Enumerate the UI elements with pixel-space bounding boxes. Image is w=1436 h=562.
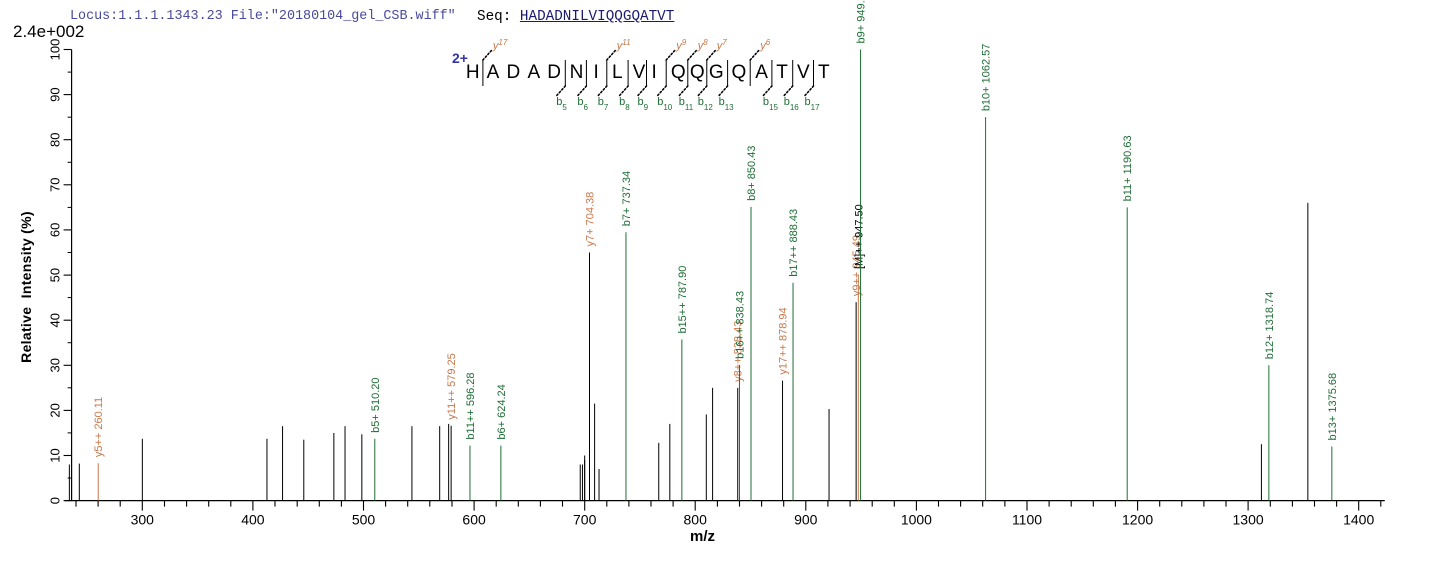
svg-text:b10: b10	[657, 96, 673, 112]
svg-text:A: A	[487, 62, 500, 83]
svg-text:30: 30	[48, 358, 63, 372]
svg-text:y11: y11	[616, 38, 631, 53]
svg-text:b12+ 1318.74: b12+ 1318.74	[1264, 292, 1276, 360]
svg-text:700: 700	[573, 512, 597, 528]
svg-text:I: I	[594, 62, 599, 83]
svg-text:40: 40	[48, 313, 63, 327]
svg-text:b15++ 787.90: b15++ 787.90	[677, 266, 689, 334]
svg-text:D: D	[547, 62, 561, 83]
svg-text:400: 400	[241, 512, 265, 528]
svg-text:V: V	[633, 62, 646, 83]
svg-text:b8: b8	[619, 96, 630, 112]
svg-text:y8: y8	[697, 38, 709, 53]
svg-text:600: 600	[462, 512, 486, 528]
svg-text:70: 70	[48, 178, 63, 192]
svg-text:b10+ 1062.57: b10+ 1062.57	[981, 44, 993, 112]
svg-text:y7+ 704.38: y7+ 704.38	[585, 192, 597, 247]
svg-text:100: 100	[48, 39, 63, 61]
svg-text:b5+ 510.20: b5+ 510.20	[370, 377, 382, 432]
svg-text:b6+ 624.24: b6+ 624.24	[496, 384, 508, 439]
svg-text:y5++ 260.11: y5++ 260.11	[93, 397, 105, 457]
svg-text:y11++ 579.25: y11++ 579.25	[446, 353, 458, 419]
svg-text:L: L	[612, 62, 623, 83]
svg-text:b13: b13	[719, 96, 735, 112]
svg-text:[M]++ 947.50: [M]++ 947.50	[853, 204, 865, 269]
svg-text:500: 500	[352, 512, 376, 528]
svg-text:b12: b12	[698, 96, 714, 112]
svg-text:60: 60	[48, 223, 63, 237]
svg-text:900: 900	[794, 512, 818, 528]
svg-text:b13+ 1375.68: b13+ 1375.68	[1327, 373, 1339, 441]
svg-text:80: 80	[48, 132, 63, 146]
svg-text:20: 20	[48, 403, 63, 417]
svg-text:1100: 1100	[1012, 512, 1042, 528]
svg-text:Q: Q	[690, 62, 705, 83]
svg-text:0: 0	[48, 497, 63, 504]
svg-text:50: 50	[48, 268, 63, 282]
svg-text:b16++ 838.43: b16++ 838.43	[734, 291, 746, 359]
svg-text:800: 800	[684, 512, 708, 528]
svg-text:10: 10	[48, 448, 63, 462]
svg-text:b11++ 596.28: b11++ 596.28	[465, 372, 477, 439]
svg-text:G: G	[709, 62, 724, 83]
svg-text:y6: y6	[759, 38, 771, 53]
svg-text:90: 90	[48, 87, 63, 101]
svg-text:b6: b6	[577, 96, 588, 112]
svg-text:1300: 1300	[1233, 512, 1264, 528]
svg-text:N: N	[570, 62, 584, 83]
svg-text:D: D	[507, 62, 521, 83]
svg-text:y9: y9	[675, 38, 687, 53]
svg-text:b15: b15	[763, 96, 779, 112]
svg-text:b7+ 737.34: b7+ 737.34	[621, 171, 633, 226]
svg-text:b9+ 949.49: b9+ 949.49	[856, 0, 868, 44]
svg-text:V: V	[797, 62, 810, 83]
svg-text:Q: Q	[671, 62, 686, 83]
svg-text:y17++ 878.94: y17++ 878.94	[778, 307, 790, 374]
svg-text:b9: b9	[638, 96, 649, 112]
svg-text:T: T	[776, 62, 788, 83]
svg-text:H: H	[466, 62, 480, 83]
svg-text:b8+ 850.43: b8+ 850.43	[746, 146, 758, 201]
svg-text:b11+ 1190.63: b11+ 1190.63	[1122, 135, 1134, 201]
svg-text:A: A	[755, 62, 768, 83]
svg-text:b11: b11	[679, 96, 694, 112]
svg-text:A: A	[527, 62, 540, 83]
svg-text:T: T	[818, 62, 830, 83]
svg-text:1000: 1000	[901, 512, 932, 528]
svg-text:b17++ 888.43: b17++ 888.43	[788, 209, 800, 277]
svg-text:y7: y7	[716, 38, 728, 53]
svg-text:1400: 1400	[1343, 512, 1374, 528]
svg-text:300: 300	[131, 512, 155, 528]
svg-text:I: I	[651, 62, 656, 83]
svg-text:b16: b16	[784, 96, 800, 112]
svg-text:y17: y17	[492, 38, 508, 53]
svg-text:b17: b17	[805, 96, 821, 112]
svg-text:b7: b7	[598, 96, 609, 112]
svg-text:b5: b5	[556, 96, 567, 112]
svg-text:Q: Q	[732, 62, 747, 83]
svg-text:1200: 1200	[1122, 512, 1153, 528]
